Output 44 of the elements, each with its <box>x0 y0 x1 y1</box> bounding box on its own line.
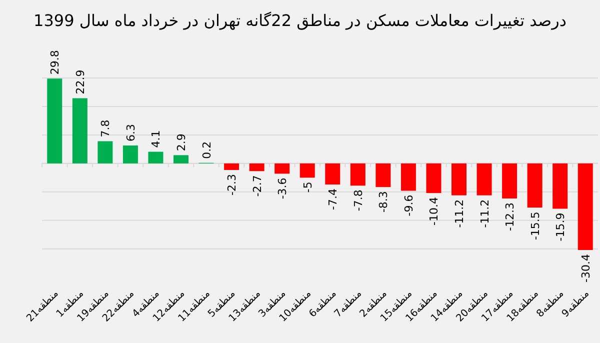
bar <box>502 163 518 198</box>
data-label: -10.4 <box>428 197 441 226</box>
data-label: -11.2 <box>478 199 492 228</box>
data-label: -5 <box>301 182 314 193</box>
bar <box>148 152 164 164</box>
bar <box>47 78 62 164</box>
bar <box>249 163 264 172</box>
data-label: -15.9 <box>554 212 568 242</box>
data-label: -7.4 <box>326 188 340 210</box>
data-label: 22.9 <box>74 70 87 94</box>
bar <box>376 163 391 188</box>
bar <box>527 163 542 208</box>
bar <box>224 163 240 170</box>
data-label: -11.2 <box>453 199 466 228</box>
data-label: -9.6 <box>402 194 416 216</box>
data-label: 29.8 <box>48 50 62 75</box>
data-label: -12.3 <box>504 202 517 231</box>
bar <box>300 163 315 178</box>
bar <box>350 163 366 186</box>
bar <box>426 163 442 194</box>
data-label: -8.3 <box>377 191 390 213</box>
bar <box>274 163 290 174</box>
data-label: 7.8 <box>99 120 112 138</box>
bar <box>400 163 416 191</box>
bar <box>452 163 466 196</box>
data-label: -2.7 <box>250 175 264 197</box>
data-label: 6.3 <box>124 124 138 142</box>
bar <box>174 155 188 164</box>
bar <box>476 163 492 196</box>
data-label: -3.6 <box>276 178 290 200</box>
data-label: -30.4 <box>579 254 592 282</box>
bar <box>325 163 340 185</box>
data-label: -7.8 <box>352 190 365 212</box>
chart-title: درصد تغییرات معاملات مسکن در مناطق 22گانه تهران در خرداد ماه سال 1399 <box>34 11 566 30</box>
data-label: -2.3 <box>226 174 239 196</box>
data-label: 0.2 <box>200 141 214 159</box>
data-label: 4.1 <box>150 130 163 148</box>
bar <box>122 145 138 164</box>
bar <box>72 98 88 164</box>
data-label: -15.5 <box>528 212 542 240</box>
bar <box>552 163 568 209</box>
bar <box>578 163 593 250</box>
data-label: 2.9 <box>175 134 188 152</box>
bar <box>98 141 113 164</box>
